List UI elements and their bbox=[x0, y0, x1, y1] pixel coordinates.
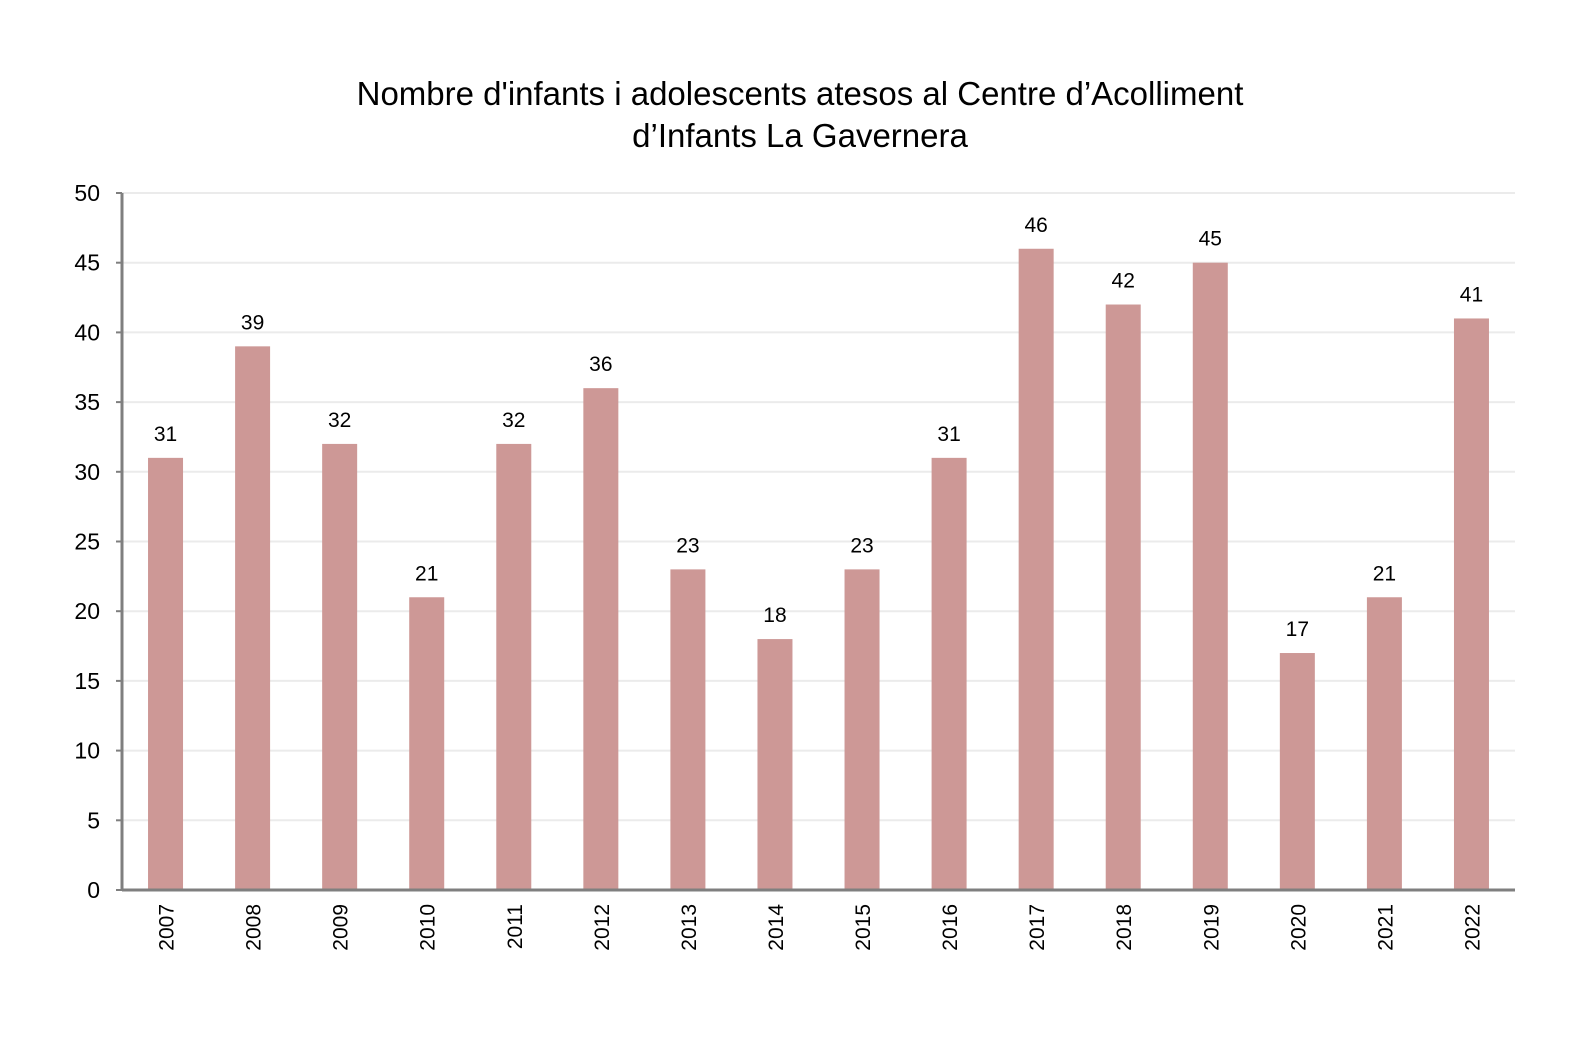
x-tick-label: 2020 bbox=[1287, 904, 1310, 951]
y-tick-label: 10 bbox=[74, 738, 100, 764]
bar bbox=[496, 443, 532, 890]
data-label: 42 bbox=[1112, 270, 1135, 293]
x-tick-label: 2011 bbox=[504, 904, 527, 949]
y-tick-label: 30 bbox=[74, 459, 100, 485]
data-label: 41 bbox=[1460, 283, 1483, 306]
x-tick-label: 2018 bbox=[1113, 904, 1136, 951]
data-label: 32 bbox=[502, 409, 525, 432]
y-tick-label: 25 bbox=[74, 529, 100, 555]
y-tick-label: 20 bbox=[74, 598, 100, 624]
bar bbox=[844, 569, 880, 890]
x-tick-label: 2015 bbox=[852, 904, 875, 951]
y-tick-label: 0 bbox=[87, 877, 100, 903]
x-tick-label: 2022 bbox=[1461, 904, 1484, 951]
data-label: 23 bbox=[850, 534, 873, 557]
labels: 0 5 10 15 20 25 30 35 40 45 50 31 2007 39 2008 32 2009 21… bbox=[74, 180, 1484, 951]
x-tick-label: 2021 bbox=[1374, 904, 1397, 951]
chart-title-line-2: d’Infants La Gavernera bbox=[632, 117, 968, 154]
data-label: 18 bbox=[763, 604, 786, 627]
chart-title-line-1: Nombre d'infants i adolescents atesos al… bbox=[356, 75, 1244, 112]
bar bbox=[670, 569, 706, 890]
y-tick-label: 35 bbox=[74, 389, 100, 415]
bar bbox=[1105, 304, 1141, 890]
data-label: 45 bbox=[1199, 228, 1222, 251]
bar bbox=[1192, 262, 1228, 890]
x-tick-label: 2013 bbox=[678, 904, 701, 951]
x-tick-label: 2010 bbox=[417, 904, 440, 951]
y-tick-label: 50 bbox=[74, 180, 100, 206]
x-tick-label: 2009 bbox=[330, 904, 353, 951]
bar bbox=[409, 597, 445, 890]
x-tick-label: 2007 bbox=[156, 904, 179, 951]
data-label: 21 bbox=[415, 562, 438, 585]
bar bbox=[757, 639, 793, 890]
bar bbox=[1279, 653, 1315, 890]
bar bbox=[1018, 248, 1054, 890]
x-tick-label: 2019 bbox=[1200, 904, 1223, 951]
bar bbox=[322, 443, 358, 890]
x-tick-label: 2017 bbox=[1026, 904, 1049, 951]
y-tick-label: 15 bbox=[74, 668, 100, 694]
x-tick-label: 2012 bbox=[591, 904, 614, 951]
x-tick-label: 2014 bbox=[765, 904, 788, 951]
x-tick-label: 2016 bbox=[939, 904, 962, 951]
data-label: 17 bbox=[1286, 618, 1309, 641]
y-tick-label: 45 bbox=[74, 250, 100, 276]
data-label: 21 bbox=[1373, 562, 1396, 585]
data-label: 46 bbox=[1024, 214, 1047, 237]
x-tick-label: 2008 bbox=[243, 904, 266, 951]
bar bbox=[1366, 597, 1402, 890]
bar bbox=[931, 457, 967, 890]
y-tick-label: 40 bbox=[74, 319, 100, 345]
data-label: 32 bbox=[328, 409, 351, 432]
data-label: 31 bbox=[937, 423, 960, 446]
bar bbox=[1453, 318, 1489, 891]
bar bbox=[148, 457, 184, 890]
bar bbox=[235, 346, 271, 891]
data-label: 23 bbox=[676, 534, 699, 557]
data-label: 31 bbox=[154, 423, 177, 446]
bars bbox=[148, 248, 1489, 891]
axes bbox=[116, 192, 1515, 892]
data-label: 39 bbox=[241, 311, 264, 334]
bar bbox=[583, 388, 619, 890]
y-tick-label: 5 bbox=[87, 807, 100, 833]
data-label: 36 bbox=[589, 353, 612, 376]
